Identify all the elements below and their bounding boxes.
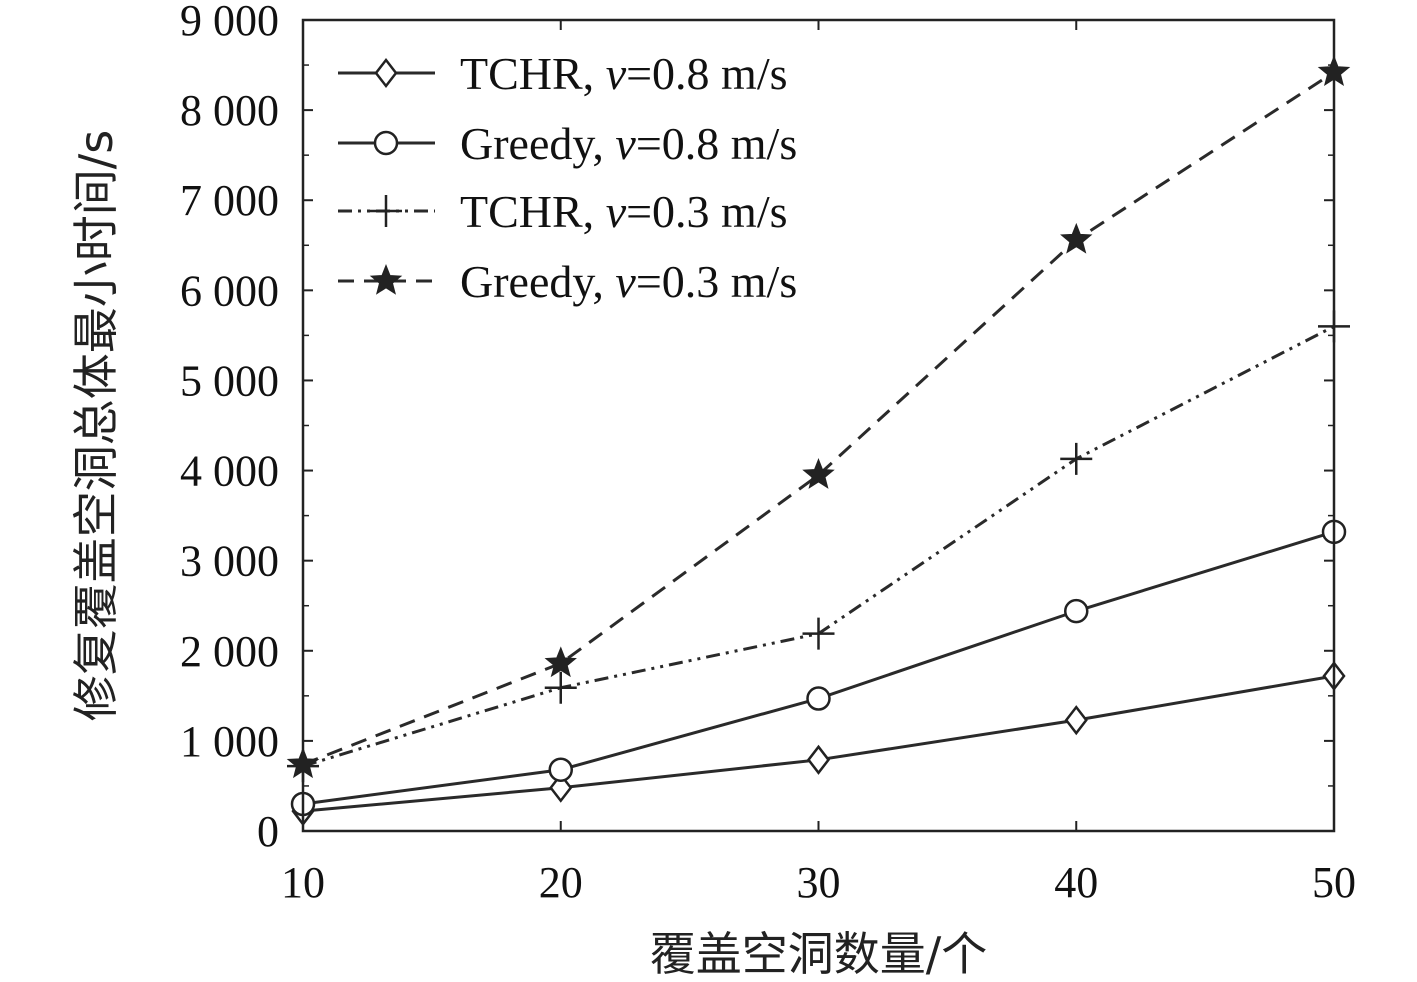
x-tick-labels: 10 20 30 40 50 xyxy=(281,858,1356,907)
data-point-diamond xyxy=(549,772,573,803)
series-line xyxy=(302,71,1335,766)
data-point-diamond xyxy=(1064,705,1088,736)
data-point-circle xyxy=(806,686,831,711)
circle-marker xyxy=(373,130,399,156)
y-tick-labels: 0 1 000 2 000 3 000 4 000 5 000 6 000 7 000 8 00… xyxy=(180,0,279,856)
x-tick-label: 20 xyxy=(539,858,583,907)
y-tick-label: 8 000 xyxy=(180,86,279,135)
data-point-star xyxy=(1060,222,1093,254)
legend-label: Greedy, v=0.3 m/s xyxy=(460,256,797,307)
legend-label: TCHR, v=0.8 m/s xyxy=(460,48,788,99)
y-tick-label: 6 000 xyxy=(180,266,279,315)
y-tick-label: 0 xyxy=(257,807,279,856)
x-tick-label: 30 xyxy=(797,858,841,907)
data-point-plus xyxy=(1060,442,1093,475)
y-tick-label: 2 000 xyxy=(180,627,279,676)
diamond-marker xyxy=(374,57,398,89)
series-2 xyxy=(290,519,1347,817)
y-tick-label: 7 000 xyxy=(180,176,279,225)
data-point-circle xyxy=(1064,598,1089,624)
x-tick-label: 40 xyxy=(1054,858,1098,907)
y-tick-label: 3 000 xyxy=(180,537,279,586)
series-group xyxy=(286,55,1351,827)
y-tick-label: 4 000 xyxy=(180,447,279,496)
y-axis-title: 修复覆盖空洞总体最小时间/s xyxy=(69,130,123,721)
y-tick-label: 9 000 xyxy=(180,0,279,45)
plus-marker xyxy=(370,195,402,227)
data-point-star xyxy=(544,646,577,678)
legend: TCHR, v=0.8 m/s Greedy, v=0.8 m/s TCHR, v=… xyxy=(338,48,797,307)
data-point-plus xyxy=(544,671,577,704)
data-point-circle xyxy=(548,757,573,782)
legend-item: Greedy, v=0.8 m/s xyxy=(338,118,797,169)
legend-item: TCHR, v=0.8 m/s xyxy=(338,48,788,99)
y-tick-label: 1 000 xyxy=(180,717,279,766)
legend-label: Greedy, v=0.8 m/s xyxy=(460,118,797,169)
x-tick-label: 50 xyxy=(1312,858,1356,907)
x-axis-title: 覆盖空洞数量/个 xyxy=(650,927,988,981)
data-point-diamond xyxy=(806,744,831,775)
series-4 xyxy=(286,55,1351,779)
legend-label: TCHR, v=0.3 m/s xyxy=(460,186,788,237)
data-point-star xyxy=(802,458,835,489)
y-tick-label: 5 000 xyxy=(180,356,279,405)
x-tick-label: 10 xyxy=(281,858,325,907)
data-point-plus xyxy=(802,617,835,650)
legend-item: Greedy, v=0.3 m/s xyxy=(338,256,797,307)
series-3 xyxy=(287,310,1350,783)
star-marker xyxy=(369,263,403,295)
plot-frame xyxy=(301,18,1336,833)
legend-item: TCHR, v=0.3 m/s xyxy=(338,186,788,237)
